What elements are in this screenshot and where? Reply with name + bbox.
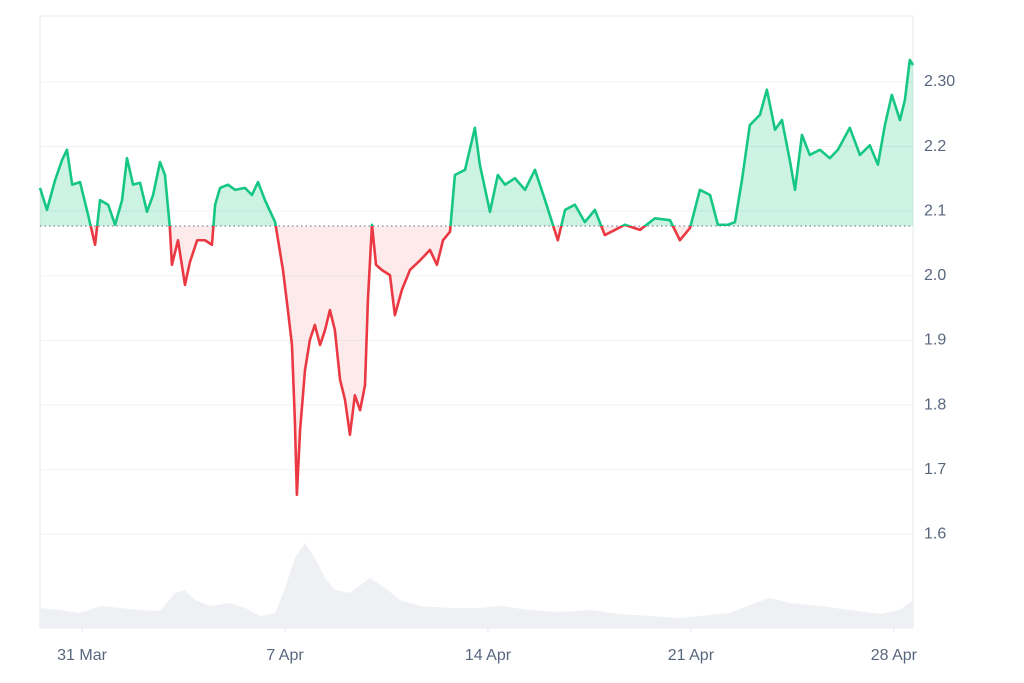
y-tick-label: 2.30: [924, 73, 955, 90]
x-tick-label: 7 Apr: [266, 647, 304, 664]
y-tick-label: 1.7: [924, 461, 946, 478]
y-tick-label: 2.0: [924, 267, 946, 284]
volume-layer: [40, 543, 913, 628]
x-tick-label: 21 Apr: [668, 647, 715, 664]
x-tick-label: 14 Apr: [465, 647, 512, 664]
plot-frame: [39, 15, 914, 629]
price-line: [38, 58, 915, 497]
x-tick-label: 28 Apr: [871, 647, 918, 664]
y-tick-label: 1.9: [924, 332, 946, 349]
label-layer: 1.6 1.7 1.8 1.9 2.0 2.1 2.2 2.30 31 Mar 7 Apr 14 A…: [57, 73, 955, 664]
y-tick-label: 1.6: [924, 526, 946, 543]
grid-layer: [39, 15, 914, 632]
price-layer: [38, 58, 915, 497]
y-tick-label: 2.1: [924, 202, 946, 219]
volume-area: [40, 543, 913, 628]
y-tick-label: 2.2: [924, 138, 946, 155]
x-tick-label: 31 Mar: [57, 647, 107, 664]
y-tick-label: 1.8: [924, 396, 946, 413]
